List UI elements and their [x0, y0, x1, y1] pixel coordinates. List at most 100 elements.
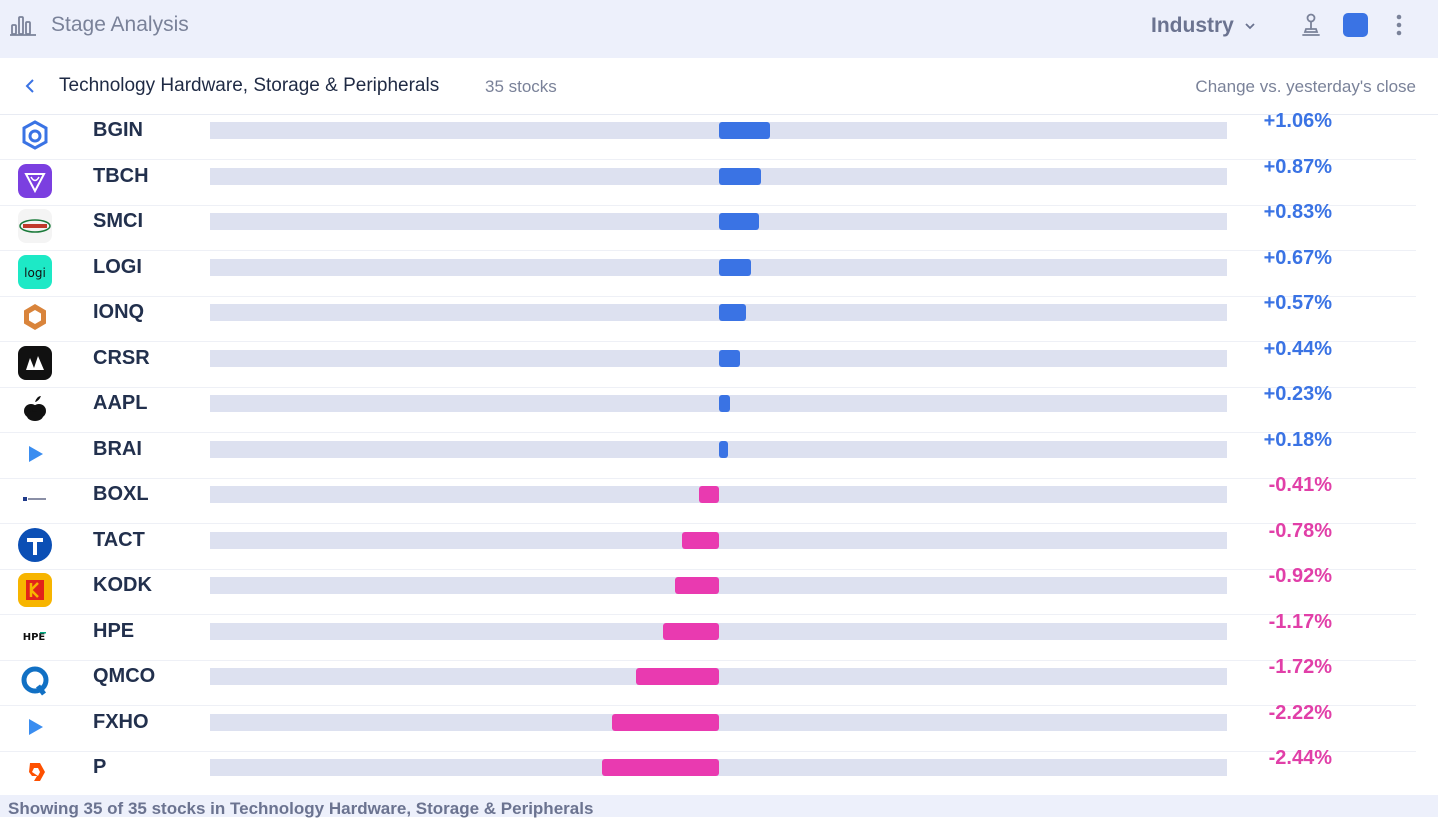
ticker-symbol: HPE — [93, 619, 135, 642]
stock-row[interactable]: FXHO -2.22% — [0, 702, 1416, 752]
stock-row[interactable]: logi LOGI +0.67% — [0, 247, 1416, 297]
stock-row[interactable]: AAPL +0.23% — [0, 383, 1416, 433]
ticker-symbol: AAPL — [93, 392, 148, 414]
apple-logo-icon — [18, 391, 52, 425]
change-percent: -0.78% — [1268, 519, 1332, 542]
grouping-dropdown[interactable]: Industry — [1151, 12, 1256, 40]
change-bar — [719, 258, 752, 276]
chevron-down-icon — [1245, 23, 1255, 30]
change-bar — [601, 759, 719, 776]
stock-row[interactable]: HPE HPE -1.17% — [0, 611, 1416, 661]
stock-row[interactable]: TACT -0.78% — [0, 520, 1416, 570]
change-bar-track — [210, 531, 1227, 549]
change-percent: -0.41% — [1268, 474, 1332, 496]
change-bar — [662, 622, 719, 640]
ticker-symbol: BGIN — [93, 119, 143, 141]
change-percent: +0.67% — [1263, 246, 1332, 269]
tact-logo-icon — [18, 527, 52, 562]
change-bar-track — [210, 258, 1227, 276]
change-bar — [699, 486, 719, 503]
logi-logo-icon: logi — [18, 254, 52, 289]
ticker-symbol: CRSR — [93, 346, 150, 369]
change-percent: +0.23% — [1263, 383, 1332, 405]
stock-row[interactable]: TBCH +0.87% — [0, 156, 1416, 206]
change-percent: -1.17% — [1268, 610, 1332, 633]
change-bar — [612, 713, 719, 731]
change-bar-track — [210, 213, 1227, 230]
qmco-logo-icon — [18, 664, 52, 698]
change-percent: +0.83% — [1263, 201, 1332, 223]
tbch-logo-icon — [18, 163, 52, 198]
change-bar — [681, 531, 719, 549]
change-bar — [719, 213, 759, 230]
change-percent: +1.06% — [1263, 110, 1332, 132]
change-percent: +0.57% — [1263, 292, 1332, 314]
crsr-logo-icon — [18, 345, 52, 380]
bgin-logo-icon — [18, 118, 52, 152]
change-bar-track — [210, 713, 1227, 731]
boxl-logo-icon — [18, 482, 52, 516]
change-percent: -1.72% — [1268, 656, 1332, 678]
change-bar-track — [210, 395, 1227, 412]
kodak-logo-icon — [18, 573, 52, 607]
color-swatch-button[interactable] — [1343, 13, 1368, 37]
change-bar — [719, 167, 761, 185]
back-chevron-icon[interactable] — [20, 76, 40, 96]
change-bar — [719, 395, 731, 412]
change-percent: -2.44% — [1268, 747, 1332, 769]
more-vertical-icon[interactable] — [1391, 12, 1407, 38]
ticker-symbol: BRAI — [93, 437, 142, 460]
change-bar-track — [210, 122, 1227, 139]
change-percent: -0.92% — [1268, 565, 1332, 587]
change-bar-track — [210, 577, 1227, 594]
stock-count: 35 stocks — [485, 77, 557, 96]
ticker-symbol: P — [93, 756, 107, 778]
ticker-symbol: QMCO — [93, 665, 156, 687]
change-percent: +0.87% — [1263, 155, 1332, 178]
hpe-logo-icon: HPE — [18, 618, 52, 653]
change-bar — [719, 440, 728, 458]
change-bar-track — [210, 622, 1227, 640]
grouping-label: Industry — [1151, 14, 1234, 37]
footer-bar: Showing 35 of 35 stocks in Technology Ha… — [0, 795, 1438, 818]
svg-text:logi: logi — [24, 266, 46, 280]
app-title: Stage Analysis — [51, 13, 189, 36]
stock-row[interactable]: BGIN +1.06% — [0, 110, 1416, 160]
ticker-symbol: LOGI — [93, 255, 142, 278]
stock-row[interactable]: KODK -0.92% — [0, 565, 1416, 615]
change-bar-track — [210, 167, 1227, 185]
stock-row[interactable]: CRSR +0.44% — [0, 338, 1416, 388]
industry-title: Technology Hardware, Storage & Periphera… — [59, 75, 440, 96]
change-bar-track — [210, 440, 1227, 458]
change-bar-track — [210, 486, 1227, 503]
stock-row[interactable]: P -2.44% — [0, 747, 1416, 797]
change-bar — [636, 668, 719, 685]
ticker-symbol: SMCI — [93, 210, 143, 232]
footer-summary: Showing 35 of 35 stocks in Technology Ha… — [8, 799, 594, 818]
change-bar-track — [210, 759, 1227, 776]
change-bar-track — [210, 668, 1227, 685]
change-bar — [719, 304, 747, 321]
pure-logo-icon — [18, 755, 52, 789]
svg-text:HPE: HPE — [23, 632, 46, 643]
stock-row[interactable]: SMCI +0.83% — [0, 201, 1416, 251]
stock-row[interactable]: BOXL -0.41% — [0, 474, 1416, 524]
play-logo-icon — [18, 709, 52, 744]
stock-row[interactable]: QMCO -1.72% — [0, 656, 1416, 706]
ticker-symbol: TBCH — [93, 164, 149, 187]
stock-row[interactable]: IONQ +0.57% — [0, 292, 1416, 342]
stock-row[interactable]: BRAI +0.18% — [0, 429, 1416, 479]
change-percent: +0.44% — [1263, 337, 1332, 360]
industry-header: Technology Hardware, Storage & Periphera… — [0, 58, 1438, 115]
ticker-symbol: FXHO — [93, 710, 149, 733]
smci-logo-icon — [18, 209, 52, 243]
ticker-symbol: BOXL — [93, 483, 149, 505]
change-bar — [674, 577, 719, 594]
change-percent: -2.22% — [1268, 701, 1332, 724]
change-bar-track — [210, 304, 1227, 321]
change-bar-track — [210, 349, 1227, 367]
change-percent: +0.18% — [1263, 428, 1332, 451]
ticker-symbol: TACT — [93, 528, 145, 551]
bar-chart-icon — [10, 16, 36, 36]
pin-icon[interactable] — [1300, 13, 1322, 37]
